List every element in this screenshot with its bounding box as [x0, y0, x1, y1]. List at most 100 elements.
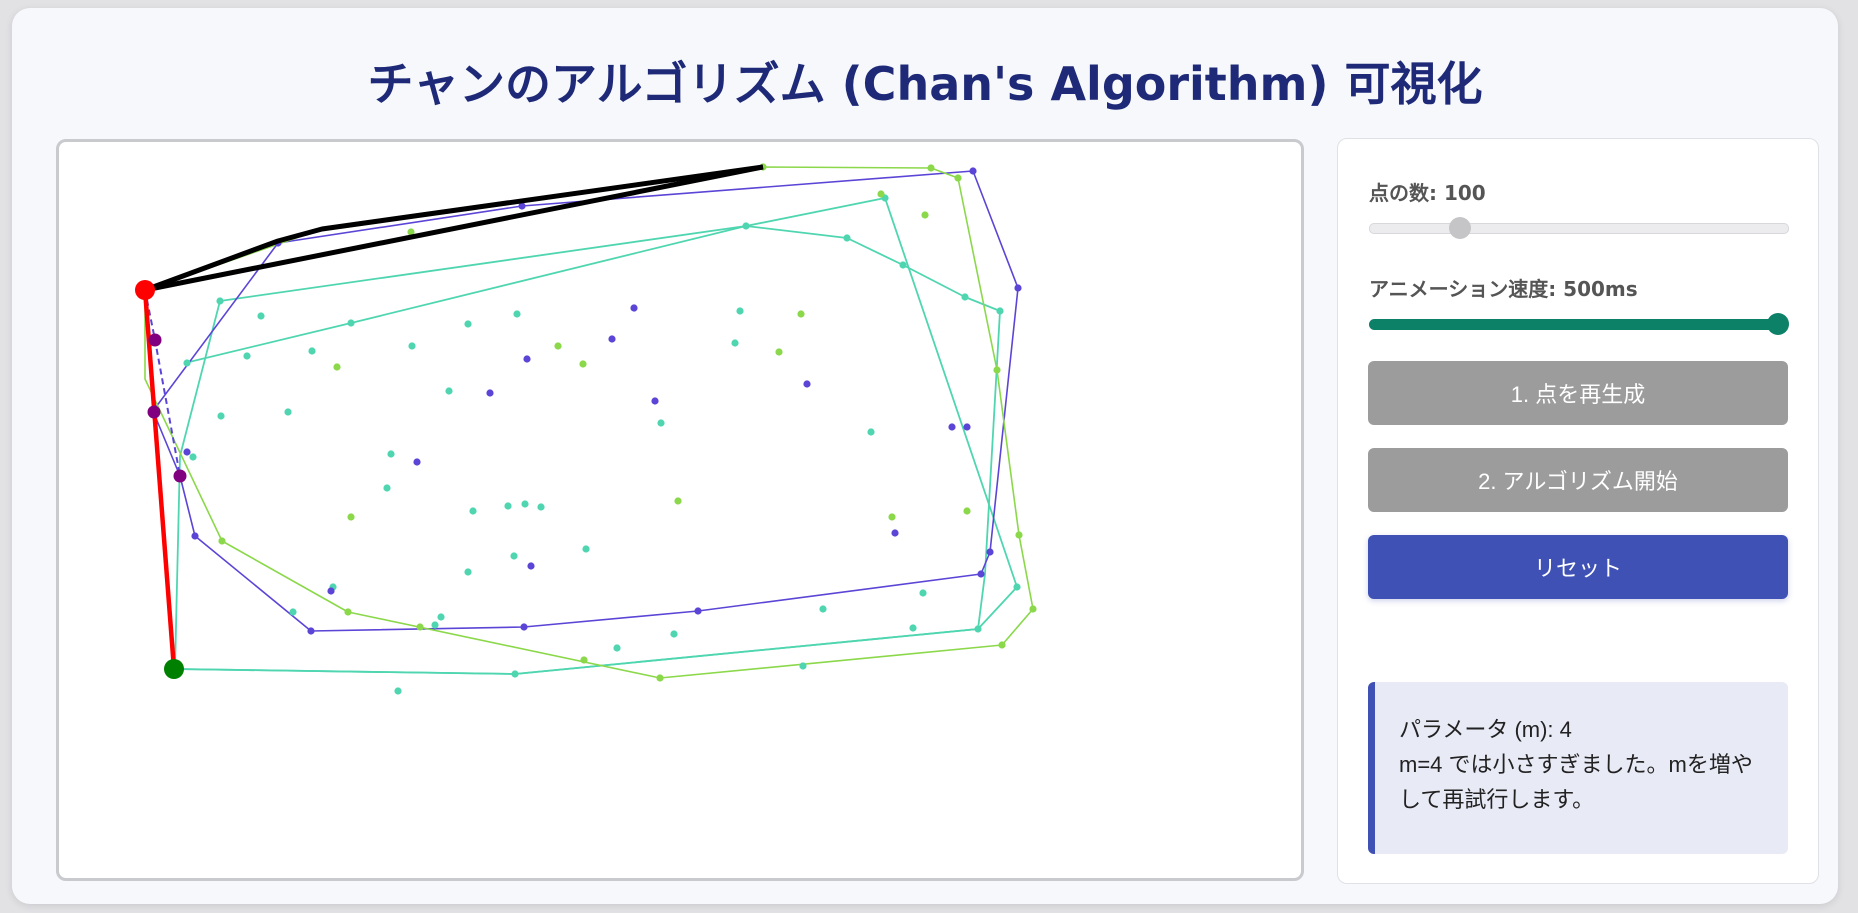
point-green	[674, 497, 682, 505]
point-green	[1015, 531, 1023, 539]
point-teal	[257, 312, 265, 320]
visualization-canvas[interactable]	[56, 139, 1304, 881]
point-purple	[1014, 284, 1022, 292]
point-teal	[909, 624, 917, 632]
point-purple	[986, 548, 994, 556]
hull-green	[144, 166, 1034, 679]
point-purple	[630, 304, 638, 312]
current-hull-point	[135, 280, 155, 300]
point-green	[963, 507, 971, 515]
point-green	[1029, 605, 1037, 613]
point-teal	[670, 630, 678, 638]
current-hull-edge	[142, 289, 177, 670]
point-count-label: 点の数: 100	[1369, 181, 1486, 205]
point-teal	[394, 687, 402, 695]
point-teal	[464, 568, 472, 576]
page-title: チャンのアルゴリズム (Chan's Algorithm) 可視化	[367, 57, 1483, 111]
point-green	[579, 360, 587, 368]
point-purple	[486, 389, 494, 397]
point-teal	[387, 450, 395, 458]
point-green	[927, 164, 935, 172]
status-message: m=4 では小さすぎました。mを増やして再試行します。	[1399, 752, 1753, 812]
candidate-point	[147, 405, 161, 419]
point-purple	[527, 562, 535, 570]
point-green	[921, 211, 929, 219]
point-green	[656, 674, 664, 682]
candidate-point	[148, 333, 162, 347]
point-teal	[504, 502, 512, 510]
speed-label: アニメーション速度: 500ms	[1369, 277, 1638, 301]
point-teal	[899, 261, 907, 269]
point-teal	[613, 644, 621, 652]
point-purple	[191, 532, 199, 540]
point-teal	[437, 613, 445, 621]
point-teal	[189, 453, 197, 461]
point-teal	[431, 621, 439, 629]
point-teal	[183, 359, 191, 367]
slider-thumb[interactable]	[1448, 217, 1471, 239]
point-green	[775, 348, 783, 356]
point-purple	[948, 423, 956, 431]
point-purple	[520, 623, 528, 631]
point-teal	[867, 428, 875, 436]
point-teal	[731, 339, 739, 347]
parameter-text: パラメータ (m): 4	[1399, 717, 1572, 742]
point-green	[554, 342, 562, 350]
point-teal	[383, 484, 391, 492]
point-teal	[284, 408, 292, 416]
point-purple	[518, 202, 526, 210]
point-teal	[582, 545, 590, 553]
point-purple	[523, 355, 531, 363]
slider-fill	[1369, 319, 1778, 330]
slider-track	[1369, 223, 1789, 234]
point-green	[407, 228, 415, 236]
point-teal	[521, 500, 529, 508]
point-green	[877, 190, 885, 198]
point-teal	[308, 347, 316, 355]
regenerate-points-button[interactable]: 1. 点を再生成	[1368, 361, 1788, 425]
point-teal	[513, 310, 521, 318]
point-teal	[657, 419, 665, 427]
point-teal	[216, 297, 224, 305]
point-green	[998, 641, 1006, 649]
point-green	[993, 366, 1001, 374]
start-algorithm-button[interactable]: 2. アルゴリズム開始	[1368, 448, 1788, 512]
point-teal	[799, 662, 807, 670]
hull-plot	[135, 163, 1037, 695]
point-green	[344, 608, 352, 616]
point-teal	[464, 320, 472, 328]
app-card: チャンのアルゴリズム (Chan's Algorithm) 可視化 点の数: 1…	[12, 8, 1838, 904]
point-teal	[742, 222, 750, 230]
speed-slider[interactable]	[1369, 313, 1789, 335]
point-teal	[511, 670, 519, 678]
point-teal	[445, 387, 453, 395]
reset-button[interactable]: リセット	[1368, 535, 1788, 599]
point-purple	[891, 529, 899, 537]
point-green	[888, 513, 896, 521]
point-purple	[977, 570, 985, 578]
point-teal	[819, 605, 827, 613]
point-teal	[347, 319, 355, 327]
hull-teal-2	[174, 197, 1018, 675]
start-point	[164, 659, 184, 679]
point-purple	[307, 627, 315, 635]
slider-thumb[interactable]	[1767, 313, 1789, 335]
point-teal	[996, 307, 1004, 315]
point-green	[416, 623, 424, 631]
tested-edge-1	[144, 164, 764, 293]
point-teal	[408, 342, 416, 350]
candidate-point	[173, 469, 187, 483]
point-purple	[608, 335, 616, 343]
point-purple	[651, 397, 659, 405]
control-panel: 点の数: 100 アニメーション速度: 500ms 1. 点を再生成 2. アル…	[1337, 138, 1819, 884]
point-green	[580, 656, 588, 664]
point-purple	[803, 380, 811, 388]
point-teal	[919, 589, 927, 597]
point-count-slider[interactable]	[1369, 217, 1789, 239]
point-purple	[694, 607, 702, 615]
point-green	[218, 537, 226, 545]
point-teal	[736, 307, 744, 315]
point-green	[333, 363, 341, 371]
point-teal	[510, 552, 518, 560]
point-purple	[963, 423, 971, 431]
